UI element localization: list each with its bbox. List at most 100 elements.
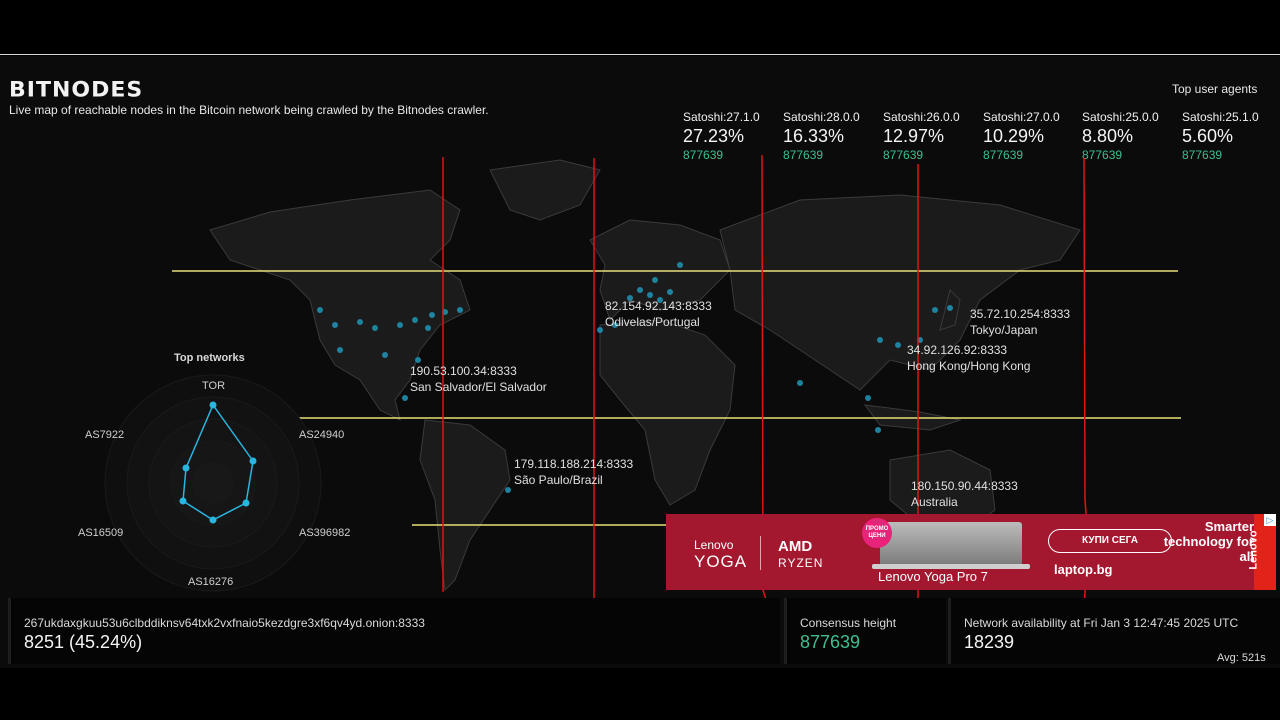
node-label-australia[interactable]: 180.150.90.44:8333 Australia [911, 478, 1018, 510]
ad-site-link[interactable]: laptop.bg [1054, 562, 1113, 577]
avg-latency: Avg: 521s [1217, 652, 1266, 664]
stat-consensus-height[interactable]: Consensus height 877639 [784, 598, 946, 664]
node-dot [797, 380, 803, 386]
stat-consensus-label: Consensus height [800, 616, 897, 630]
north-america-landmass [209, 189, 471, 421]
stat-consensus-value: 877639 [800, 632, 861, 652]
stat-availability-value: 18239 [964, 632, 1015, 652]
greenland-landmass [489, 159, 601, 221]
top-user-agents-title: Top user agents [1172, 82, 1258, 96]
node-dot [627, 295, 633, 301]
user-agent-name: Satoshi:27.1.0 [683, 110, 760, 124]
radar-axis-label: AS16509 [78, 527, 124, 539]
node-address: 82.154.92.143:8333 [605, 299, 712, 313]
stat-top-node[interactable]: 267ukdaxgkuu53u6clbddiknsv64txk2vxfnaio5… [8, 598, 780, 664]
radar-point [182, 464, 190, 472]
ad-vertical-lenovo-logo: Lenovo [1248, 514, 1276, 590]
radar-point [209, 401, 217, 409]
node-dot [875, 427, 881, 433]
node-dot [647, 292, 653, 298]
stat-divider [948, 598, 951, 664]
ad-vertical-logo-text: Lenovo [1247, 530, 1260, 570]
node-dot [412, 317, 418, 323]
bitnodes-logo[interactable]: BITNODES [9, 78, 144, 103]
user-agent-stat[interactable]: Satoshi:25.1.0 5.60% 877639 [1182, 110, 1280, 162]
node-location: Tokyo/Japan [970, 323, 1038, 337]
top-networks-title: Top networks [174, 352, 245, 364]
ad-buy-now-button[interactable]: КУПИ СЕГА [1048, 529, 1172, 553]
user-agent-stat[interactable]: Satoshi:27.1.0 27.23% 877639 [683, 110, 783, 162]
node-location: San Salvador/El Salvador [410, 380, 547, 394]
stat-node-address: 267ukdaxgkuu53u6clbddiknsv64txk2vxfnaio5… [24, 616, 425, 630]
user-agent-percent: 5.60% [1182, 126, 1234, 146]
user-agent-name: Satoshi:26.0.0 [883, 110, 960, 124]
node-label-hong-kong[interactable]: 34.92.126.92:8333 Hong Kong/Hong Kong [907, 342, 1030, 374]
africa-landmass [599, 319, 736, 506]
user-agent-stat[interactable]: Satoshi:27.0.0 10.29% 877639 [983, 110, 1083, 162]
node-dot [357, 319, 363, 325]
node-address: 179.118.188.214:8333 [514, 457, 634, 471]
node-dot [877, 337, 883, 343]
adchoices-icon[interactable]: ▷ [1264, 514, 1276, 526]
user-agent-percent: 8.80% [1082, 126, 1134, 146]
ad-brand-yoga: YOGA [694, 552, 748, 571]
user-agent-stat[interactable]: Satoshi:28.0.0 16.33% 877639 [783, 110, 883, 162]
user-agent-height: 877639 [983, 148, 1024, 162]
user-agent-name: Satoshi:25.0.0 [1082, 110, 1159, 124]
user-agent-stat[interactable]: Satoshi:25.0.0 8.80% 877639 [1082, 110, 1182, 162]
user-agent-stat[interactable]: Satoshi:26.0.0 12.97% 877639 [883, 110, 983, 162]
user-agent-name: Satoshi:27.0.0 [983, 110, 1060, 124]
node-dot [895, 342, 901, 348]
node-address: 34.92.126.92:8333 [907, 343, 1008, 357]
user-agent-percent: 12.97% [883, 126, 945, 146]
node-dot [947, 305, 953, 311]
radar-axis-label: AS7922 [85, 429, 125, 441]
stat-network-availability[interactable]: Network availability at Fri Jan 3 12:47:… [948, 598, 1280, 664]
world-map[interactable] [160, 150, 1110, 600]
user-agent-height: 877639 [1182, 148, 1223, 162]
node-label-odivelas[interactable]: 82.154.92.143:8333 Odivelas/Portugal [605, 298, 712, 330]
user-agent-height: 877639 [883, 148, 924, 162]
node-dot [612, 322, 618, 328]
node-dot [425, 325, 431, 331]
node-dot [667, 289, 673, 295]
radar-point [179, 497, 187, 505]
stat-node-value: 8251 (45.24%) [24, 632, 143, 652]
ad-promo-badge: ПРОМО ЦЕНИ [862, 518, 892, 548]
ad-amd-logo: AMD [778, 538, 813, 555]
user-agent-percent: 10.29% [983, 126, 1045, 146]
radar-point [242, 499, 250, 507]
ad-ryzen-logo: RYZEN [778, 556, 824, 570]
node-location: Australia [911, 495, 958, 509]
radar-point [209, 516, 217, 524]
node-dot [402, 395, 408, 401]
node-dot [637, 287, 643, 293]
node-address: 180.150.90.44:8333 [911, 479, 1018, 493]
user-agent-height: 877639 [683, 148, 724, 162]
radar-axis-label: AS24940 [299, 429, 345, 441]
ad-laptop-image [880, 522, 1022, 566]
node-label-tokyo[interactable]: 35.72.10.254:8333 Tokyo/Japan [970, 306, 1070, 338]
lenovo-ad-banner[interactable]: Lenovo YOGA AMD RYZEN ПРОМО ЦЕНИ Lenovo … [666, 514, 1276, 590]
user-agent-height: 877639 [1082, 148, 1123, 162]
ad-brand-lenovo: Lenovo [694, 538, 734, 552]
node-location: São Paulo/Brazil [514, 473, 603, 487]
node-dot [317, 307, 323, 313]
user-agent-name: Satoshi:25.1.0 [1182, 110, 1259, 124]
node-dot [657, 297, 663, 303]
node-label-san-salvador[interactable]: 190.53.100.34:8333 San Salvador/El Salva… [410, 363, 547, 395]
node-dot [865, 395, 871, 401]
node-dot [597, 327, 603, 333]
stat-divider [784, 598, 787, 664]
user-agent-percent: 27.23% [683, 126, 745, 146]
node-dot [677, 262, 683, 268]
page-tagline: Live map of reachable nodes in the Bitco… [9, 103, 489, 117]
node-location: Odivelas/Portugal [605, 315, 700, 329]
user-agent-height: 877639 [783, 148, 824, 162]
node-label-sao-paulo[interactable]: 179.118.188.214:8333 São Paulo/Brazil [514, 456, 633, 488]
radar-axis-label: TOR [202, 380, 226, 392]
stat-divider [8, 598, 11, 664]
node-dot [332, 322, 338, 328]
europe-landmass [589, 219, 731, 321]
radar-ring [192, 462, 234, 504]
